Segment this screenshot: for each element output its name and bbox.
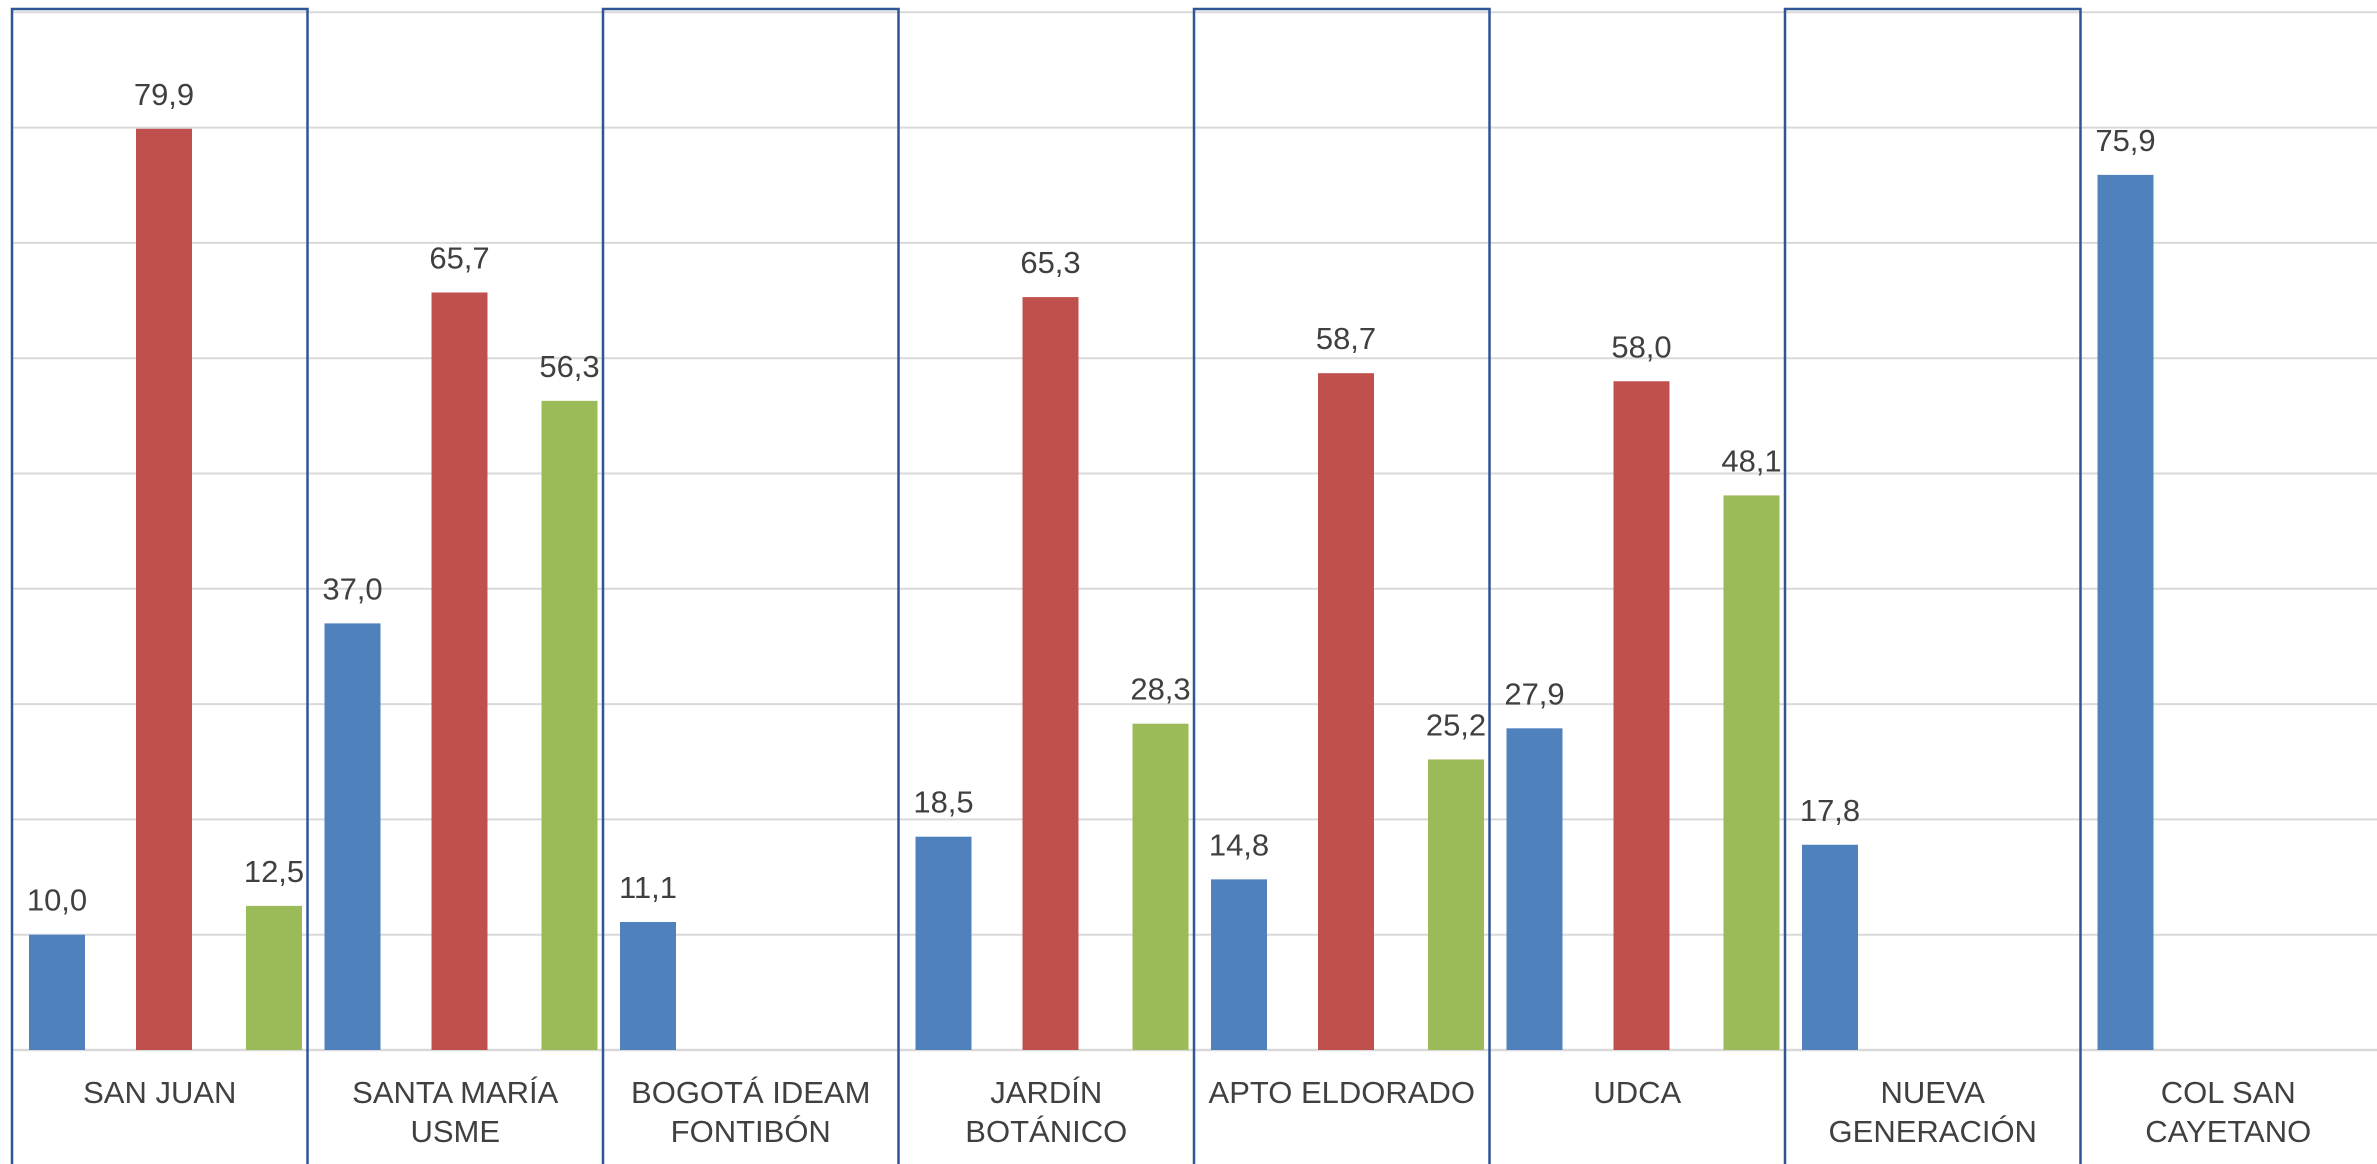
bars <box>29 128 2154 1051</box>
bar <box>1428 759 1484 1050</box>
category-label: COL SAN CAYETANO <box>2145 1075 2311 1149</box>
data-label: 37,0 <box>322 571 382 606</box>
category-highlight-box <box>1783 7 2082 1164</box>
value-labels: 10,0 37,0 11,1 18,5 14,8 27,9 17,8 75,9 79,9 65,7… <box>27 77 2156 918</box>
data-label: 11,1 <box>619 870 677 905</box>
data-label: 79,9 <box>134 77 194 112</box>
category-label: UDCA <box>1593 1075 1681 1110</box>
category-highlight-box <box>1192 7 1491 1164</box>
category-axis: SAN JUAN SANTA MARÍA USME BOGOTÁ IDEAM FONTI… <box>83 1075 2311 1149</box>
bar <box>1613 381 1670 1050</box>
category-highlight-box <box>10 7 309 1164</box>
bar <box>1211 879 1267 1050</box>
category-label: JARDÍN BOTÁNICO <box>965 1075 1127 1149</box>
data-label: 18,5 <box>913 785 973 820</box>
bar <box>915 836 972 1050</box>
data-label: 14,8 <box>1209 827 1269 862</box>
data-label: 12,5 <box>244 854 304 889</box>
data-label: 65,3 <box>1020 245 1080 280</box>
bar <box>29 934 85 1050</box>
bar <box>1318 373 1374 1051</box>
bar <box>1132 723 1189 1050</box>
bar <box>136 128 192 1051</box>
data-label: 28,3 <box>1130 672 1190 707</box>
data-label: 75,9 <box>2095 123 2155 158</box>
data-label: 58,7 <box>1316 321 1376 356</box>
data-label: 58,0 <box>1611 329 1671 364</box>
data-label: 27,9 <box>1504 676 1564 711</box>
bar <box>1723 495 1780 1051</box>
data-label: 25,2 <box>1426 707 1486 742</box>
category-label: APTO ELDORADO <box>1209 1075 1475 1110</box>
bar <box>431 292 488 1050</box>
bar <box>324 623 381 1050</box>
data-label: 65,7 <box>429 240 489 275</box>
bar <box>2097 174 2154 1051</box>
bar <box>246 905 302 1050</box>
category-label: BOGOTÁ IDEAM FONTIBÓN <box>631 1075 870 1149</box>
bar <box>541 400 598 1051</box>
category-label: SANTA MARÍA USME <box>352 1075 558 1149</box>
bar <box>1506 728 1563 1050</box>
category-highlight-boxes <box>10 7 2082 1164</box>
category-label: NUEVA GENERACIÓN <box>1829 1075 2037 1149</box>
bar <box>620 922 676 1050</box>
bar <box>1022 297 1079 1050</box>
data-label: 17,8 <box>1800 793 1860 828</box>
data-label: 10,0 <box>27 883 87 918</box>
bar <box>1802 844 1858 1050</box>
data-label: 56,3 <box>539 349 599 384</box>
data-label: 48,1 <box>1721 443 1781 478</box>
category-highlight-box <box>601 7 900 1164</box>
category-label: SAN JUAN <box>83 1075 236 1110</box>
